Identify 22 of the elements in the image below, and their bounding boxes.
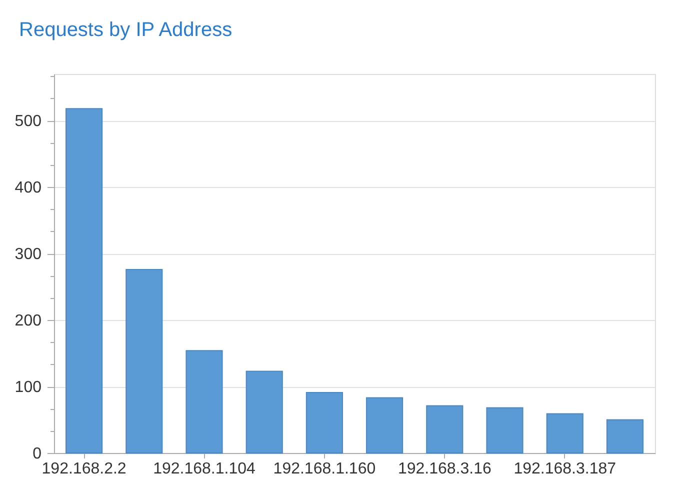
x-tick-label: 192.168.1.104: [153, 460, 256, 478]
bar: [546, 413, 584, 454]
y-tick-label: 500: [14, 113, 42, 130]
chart-title: Requests by IP Address: [19, 19, 232, 42]
x-tick-label: 192.168.3.187: [514, 460, 616, 478]
bar: [366, 397, 404, 454]
bar: [126, 268, 163, 454]
bar: [486, 407, 524, 454]
y-tick-label: 100: [14, 379, 42, 396]
x-tick-label: 192.168.2.2: [42, 460, 126, 478]
y-tick-label: 300: [14, 246, 42, 264]
x-tick-label: 192.168.1.160: [273, 460, 376, 478]
y-tick-label: 0: [32, 446, 42, 462]
bar: [306, 392, 343, 454]
bar: [426, 405, 464, 454]
bar: [246, 370, 283, 454]
y-tick-label: 400: [14, 180, 42, 197]
bar: [606, 419, 644, 454]
x-tick-label: 192.168.3.16: [398, 460, 492, 478]
bar: [66, 108, 103, 454]
bar: [186, 350, 223, 454]
y-tick-label: 200: [14, 312, 42, 330]
